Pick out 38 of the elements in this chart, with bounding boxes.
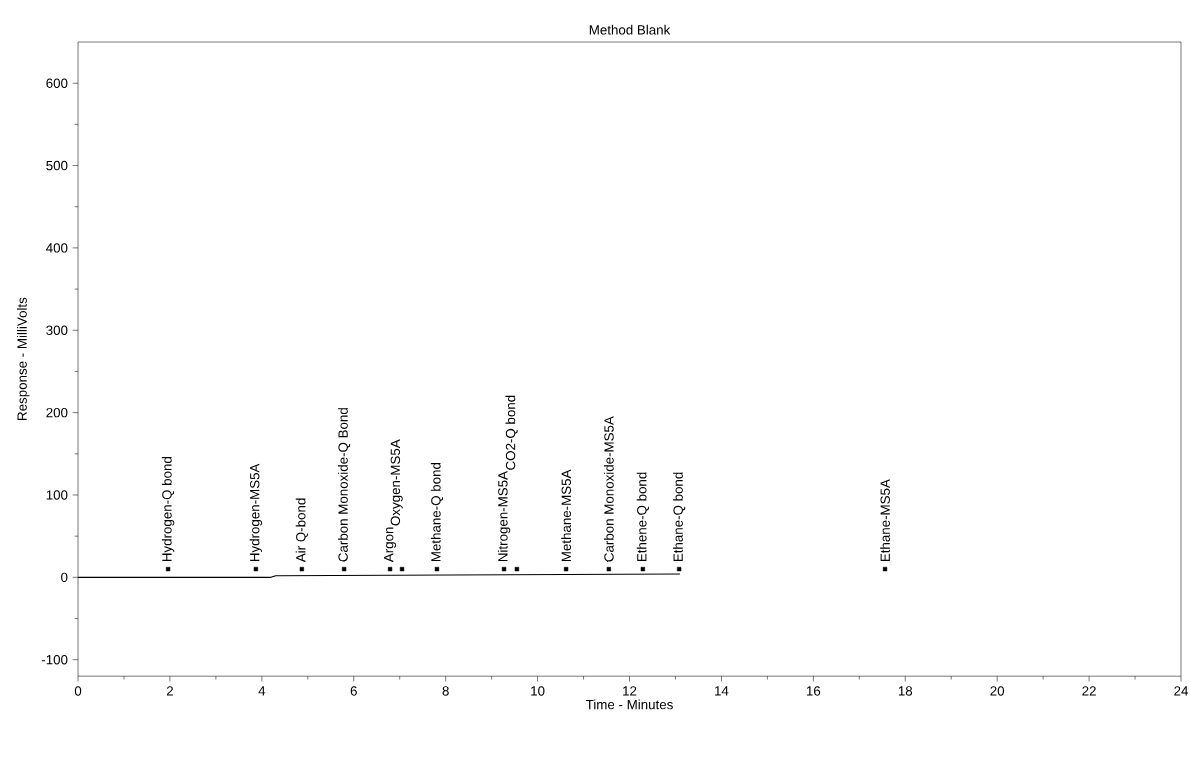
x-tick-label: 22 [1082, 686, 1096, 696]
annotation: Air Q-bond [295, 498, 308, 563]
x-tick-label: 12 [623, 686, 637, 696]
x-tick-label: 24 [1174, 686, 1189, 696]
annotation: Nitrogen-MS5A [497, 470, 511, 561]
annotation: Ethane-Q bond [673, 472, 686, 561]
x-tick-label: 20 [990, 686, 1005, 696]
annotation: CO2-Q bond [505, 395, 518, 470]
y-tick-label: -100 [41, 654, 68, 665]
x-tick-label: 6 [350, 686, 357, 696]
annotation: Carbon Monoxide-MS5A [603, 416, 614, 562]
annotation: Ethane-MS5A [880, 479, 890, 561]
x-tick-label: 8 [442, 686, 449, 696]
y-tick-label: 600 [46, 78, 68, 88]
x-tick-label: 10 [531, 686, 545, 696]
y-tick-label: 100 [46, 490, 68, 500]
annotation: Hydrogen-Q bond [161, 456, 175, 561]
annotation: Methane-Q bond [430, 462, 444, 561]
x-tick-label: 0 [74, 686, 82, 696]
chart-title: Method Blank [589, 24, 671, 35]
annotation: Carbon Monoxide-Q Bond [338, 408, 351, 562]
x-tick-label: 16 [806, 686, 821, 696]
y-tick-label: 400 [46, 243, 68, 253]
x-tick-label: 2 [166, 686, 173, 696]
x-tick-label: 18 [898, 686, 913, 696]
y-tick-label: 0 [61, 572, 68, 582]
annotation: Argon [384, 527, 397, 563]
x-tick-label: 14 [715, 686, 729, 696]
annotation: Ethene-Q bond [636, 472, 649, 561]
y-tick-label: 300 [46, 325, 68, 335]
annotation: Methane-MS5A [561, 469, 571, 561]
annotation: Oxygen-MS5A [390, 439, 403, 526]
x-tick-label: 4 [258, 686, 266, 696]
annotation: Hydrogen-MS5A [249, 463, 263, 561]
y-axis-title: Response - MilliVolts [17, 297, 30, 420]
x-axis-title: Time - Minutes [585, 699, 673, 710]
y-tick-label: 200 [46, 407, 68, 418]
y-tick-label: 500 [46, 160, 68, 171]
